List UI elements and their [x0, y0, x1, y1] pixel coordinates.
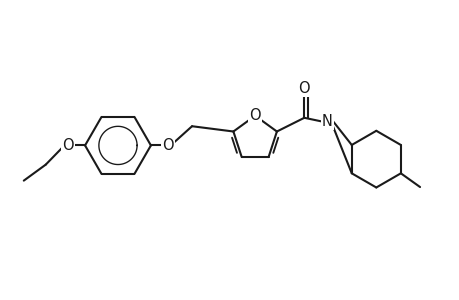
Text: N: N [321, 114, 332, 129]
Text: O: O [162, 138, 174, 153]
Text: O: O [298, 81, 309, 96]
Text: O: O [62, 138, 73, 153]
Text: O: O [249, 108, 260, 123]
